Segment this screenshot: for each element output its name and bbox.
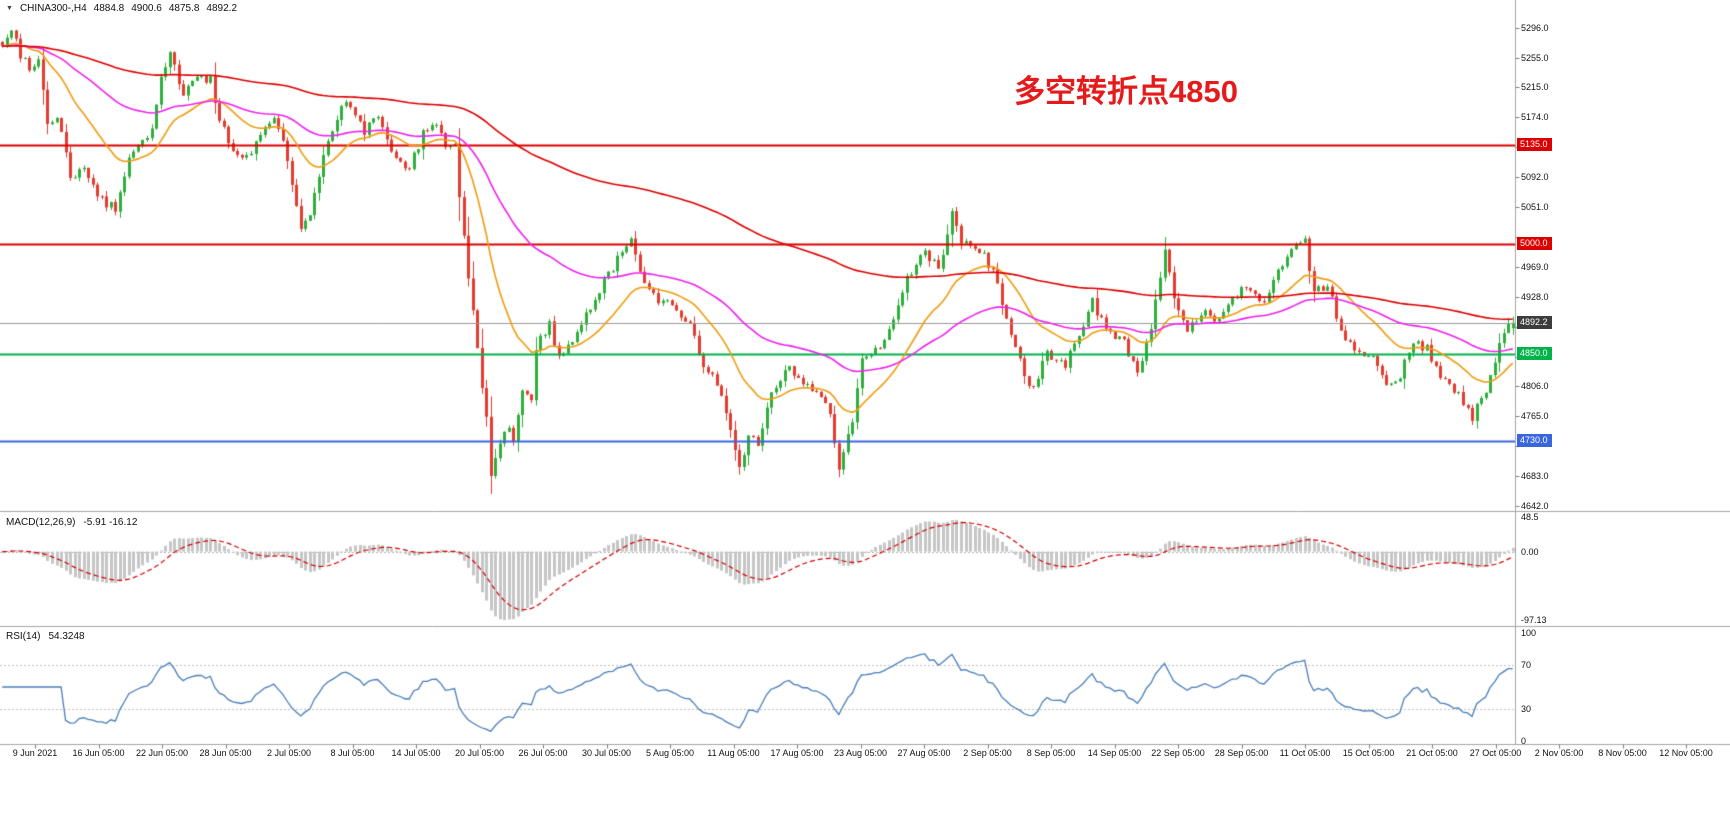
time-axis-label: 27 Aug 05:00 <box>897 748 951 758</box>
price-tick-label: 4765.0 <box>1521 410 1549 421</box>
time-axis-label: 30 Jul 05:00 <box>581 748 632 758</box>
price-tick-label: 5092.0 <box>1521 171 1549 182</box>
time-axis-label: 11 Oct 05:00 <box>1279 748 1331 758</box>
time-axis-label: 11 Aug 05:00 <box>707 748 760 758</box>
time-axis-label: 28 Jun 05:00 <box>199 748 252 758</box>
time-axis-label: 22 Sep 05:00 <box>1151 748 1205 758</box>
turning-point-annotation: 多空转折点4850 <box>1014 74 1238 109</box>
level-price-label[interactable]: 4730.0 <box>1517 434 1552 448</box>
time-axis-label: 9 Jun 2021 <box>12 748 58 758</box>
macd-tick-label: 48.5 <box>1521 512 1539 523</box>
time-axis-label: 8 Jul 05:00 <box>330 748 375 758</box>
price-tick-label: 4642.0 <box>1521 500 1549 511</box>
time-axis-label: 28 Sep 05:00 <box>1214 748 1269 758</box>
rsi-tick-label: 100 <box>1521 628 1537 638</box>
time-axis-label: 27 Oct 05:00 <box>1469 748 1522 758</box>
ohlc-close: 4892.2 <box>206 3 238 14</box>
time-axis-label: 20 Jul 05:00 <box>454 748 505 758</box>
time-axis-label: 22 Jun 05:00 <box>135 748 189 758</box>
price-tick-label: 5174.0 <box>1521 111 1549 122</box>
rsi-tick-label: 0 <box>1521 736 1527 746</box>
current-price-label: 4892.2 <box>1517 315 1552 329</box>
time-axis-label: 14 Sep 05:00 <box>1087 748 1142 758</box>
ohlc-open: 4884.8 <box>93 3 125 14</box>
rsi-title: RSI(14) <box>6 631 41 642</box>
rsi-tick-label: 30 <box>1521 703 1532 714</box>
macd-tick-label: 0.00 <box>1521 546 1539 557</box>
macd-title: MACD(12,26,9) <box>6 517 76 528</box>
ohlc-low: 4875.8 <box>168 3 200 14</box>
symbol-name: CHINA300-,H4 <box>19 3 87 14</box>
time-axis-label: 12 Nov 05:00 <box>1659 748 1713 758</box>
price-tick-label: 4806.0 <box>1521 380 1549 391</box>
level-price-label[interactable]: 4850.0 <box>1517 346 1552 360</box>
time-axis-label: 21 Oct 05:00 <box>1406 748 1458 758</box>
price-tick-label: 4928.0 <box>1521 291 1549 302</box>
rsi-label: RSI(14) 54.3248 <box>6 631 85 642</box>
level-price-label[interactable]: 5000.0 <box>1517 237 1552 251</box>
time-axis-label: 16 Jun 05:00 <box>72 748 125 758</box>
ohlc-high: 4900.6 <box>131 3 162 14</box>
time-axis-label: 23 Aug 05:00 <box>833 748 888 758</box>
price-tick-label: 5215.0 <box>1521 81 1549 92</box>
time-axis-label: 26 Jul 05:00 <box>518 748 568 758</box>
time-axis-label: 8 Sep 05:00 <box>1026 748 1076 758</box>
time-axis-label: 2 Sep 05:00 <box>963 748 1012 758</box>
price-tick-label: 5051.0 <box>1521 201 1549 212</box>
macd-values: -5.91 -16.12 <box>83 517 138 528</box>
time-axis-label: 17 Aug 05:00 <box>770 748 824 758</box>
time-axis-label: 14 Jul 05:00 <box>391 748 441 758</box>
time-axis-label: 2 Jul 05:00 <box>266 748 312 758</box>
macd-label: MACD(12,26,9) -5.91 -16.12 <box>6 517 137 528</box>
symbol-ohlc-bar: ▼ CHINA300-,H4 4884.8 4900.6 4875.8 4892… <box>6 3 237 14</box>
time-axis-label: 15 Oct 05:00 <box>1342 748 1395 758</box>
rsi-tick-label: 70 <box>1521 660 1532 671</box>
time-axis-label: 2 Nov 05:00 <box>1534 748 1584 758</box>
time-axis-label: 5 Aug 05:00 <box>645 748 695 758</box>
price-tick-label: 5255.0 <box>1521 52 1549 63</box>
price-tick-label: 4969.0 <box>1521 261 1549 272</box>
chevron-down-icon[interactable]: ▼ <box>6 5 13 12</box>
level-price-label[interactable]: 5135.0 <box>1517 138 1552 152</box>
price-tick-label: 4683.0 <box>1521 470 1549 481</box>
rsi-value: 54.3248 <box>48 631 85 642</box>
macd-tick-label: -97.13 <box>1521 614 1547 625</box>
price-tick-label: 5296.0 <box>1521 22 1549 33</box>
time-axis-label: 8 Nov 05:00 <box>1598 748 1647 758</box>
